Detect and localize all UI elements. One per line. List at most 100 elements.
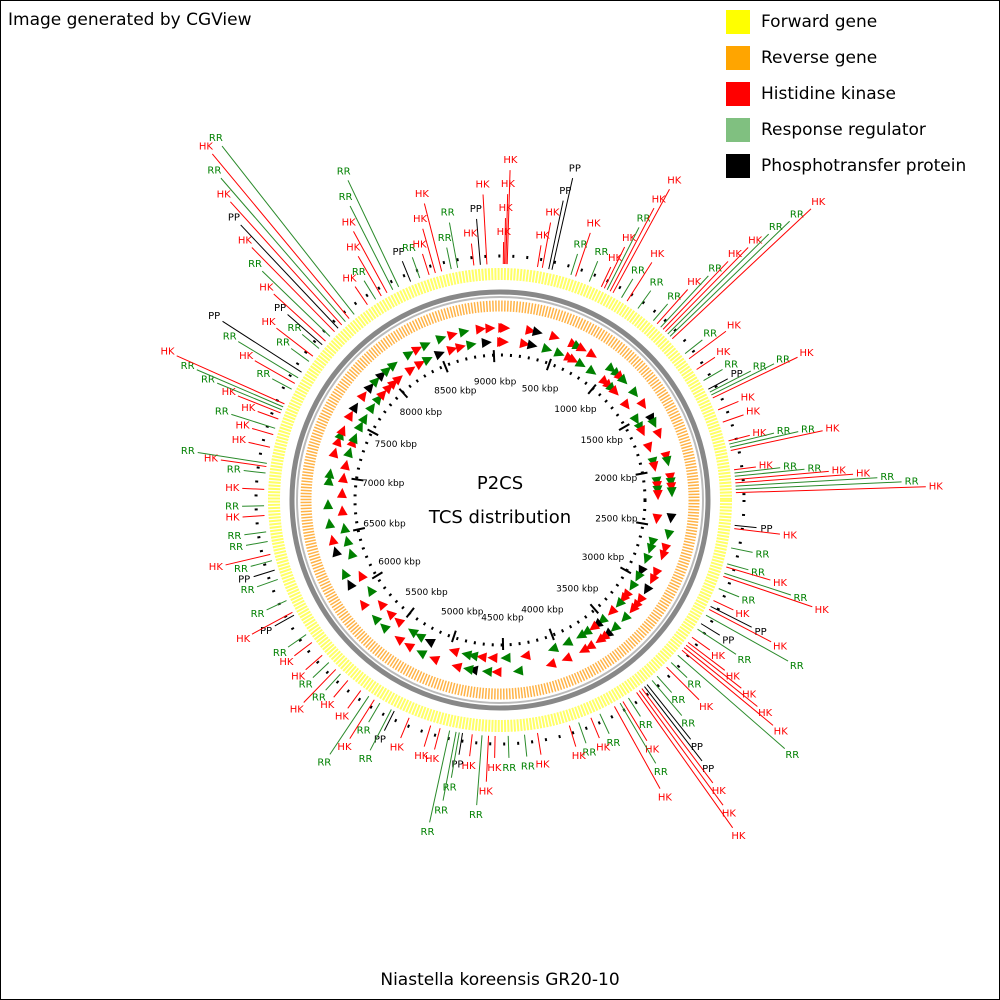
feature-line (728, 434, 750, 442)
feature-marker (598, 613, 609, 625)
tick-mark (545, 358, 552, 371)
feature-line (622, 701, 648, 741)
feature-marker (386, 379, 398, 390)
feature-marker (608, 384, 619, 396)
feature-line (730, 547, 753, 553)
feature-marker (458, 327, 470, 338)
feature-line (683, 647, 758, 707)
feature-line (507, 735, 510, 758)
feature-marker (562, 636, 574, 646)
feature-marker (408, 628, 420, 639)
feature-line (422, 228, 436, 274)
feature-line (687, 642, 726, 671)
feature-line (411, 257, 421, 279)
feature-marker (325, 518, 336, 529)
center-title: P2CS (477, 473, 523, 494)
feature-line (250, 560, 273, 567)
feature-line (442, 731, 457, 801)
feature-marker (487, 653, 498, 664)
feature-marker (610, 621, 622, 632)
feature-marker (348, 548, 358, 560)
feature-label: HK (608, 253, 623, 264)
tick-label: 5000 kbp (441, 607, 484, 617)
feature-marker (481, 337, 492, 348)
feature-marker (642, 441, 653, 453)
feature-line (590, 717, 600, 739)
tick-mark (367, 428, 379, 437)
feature-marker (336, 425, 346, 437)
feature-line (476, 735, 483, 806)
feature-marker (541, 343, 553, 353)
feature-label: HK (722, 808, 737, 819)
feature-label: HK (239, 351, 254, 362)
tick-label: 8500 kbp (434, 386, 477, 396)
feature-line (243, 470, 266, 474)
feature-line (723, 575, 813, 608)
feature-label: HK (741, 393, 756, 404)
feature-line (575, 232, 591, 277)
feature-line (176, 355, 285, 405)
feature-marker (343, 447, 353, 459)
feature-label: HK (241, 403, 256, 414)
feature-marker (461, 650, 473, 661)
feature-marker (374, 371, 386, 382)
feature-marker (413, 360, 425, 371)
tick-label: 3000 kbp (582, 553, 625, 563)
feature-label: PP (731, 369, 743, 380)
feature-line (220, 459, 267, 468)
feature-label: RR (225, 502, 239, 513)
feature-label: RR (402, 243, 416, 254)
feature-line (614, 706, 661, 789)
feature-line (266, 600, 287, 611)
feature-label: RR (241, 585, 255, 596)
feature-line (636, 692, 734, 829)
tick-mark (371, 571, 383, 580)
feature-line (349, 205, 394, 290)
feature-marker (666, 512, 677, 524)
feature-marker (380, 366, 392, 378)
feature-line (735, 481, 902, 490)
legend-label: Histidine kinase (761, 84, 896, 104)
feature-label: PP (470, 204, 482, 215)
feature-label: HK (342, 218, 357, 229)
tick-mark (442, 360, 449, 373)
feature-label: RR (421, 827, 435, 838)
feature-line (681, 649, 774, 726)
feature-line (619, 702, 657, 764)
feature-line (220, 177, 346, 323)
feature-line (568, 725, 577, 747)
feature-label: RR (793, 593, 807, 604)
feature-line (476, 218, 481, 265)
feature-label: PP (755, 627, 767, 638)
feature-label: RR (438, 233, 452, 244)
feature-label: RR (801, 424, 815, 435)
feature-label: RR (357, 726, 371, 737)
feature-line (548, 200, 564, 270)
feature-line (703, 369, 723, 382)
feature-marker (363, 383, 374, 394)
feature-line (482, 194, 488, 265)
feature-marker (343, 535, 354, 547)
feature-marker (553, 347, 565, 357)
feature-line (735, 473, 854, 484)
feature-marker (429, 656, 441, 666)
feature-line (251, 247, 335, 333)
feature-label: RR (790, 209, 804, 220)
feature-line (294, 642, 313, 657)
feature-label: HK (752, 428, 767, 439)
tick-mark (351, 477, 364, 482)
center-subtitle: TCS distribution (428, 507, 571, 528)
feature-marker (616, 373, 628, 385)
feature-marker (347, 579, 357, 591)
feature-line (429, 730, 451, 823)
feature-label: HK (337, 742, 352, 753)
feature-label: RR (215, 406, 229, 417)
feature-label: RR (582, 748, 596, 759)
feature-label: HK (236, 634, 251, 645)
feature-marker (394, 617, 406, 628)
feature-label: RR (223, 331, 237, 342)
feature-label: HK (545, 208, 560, 219)
feature-marker (548, 330, 560, 341)
